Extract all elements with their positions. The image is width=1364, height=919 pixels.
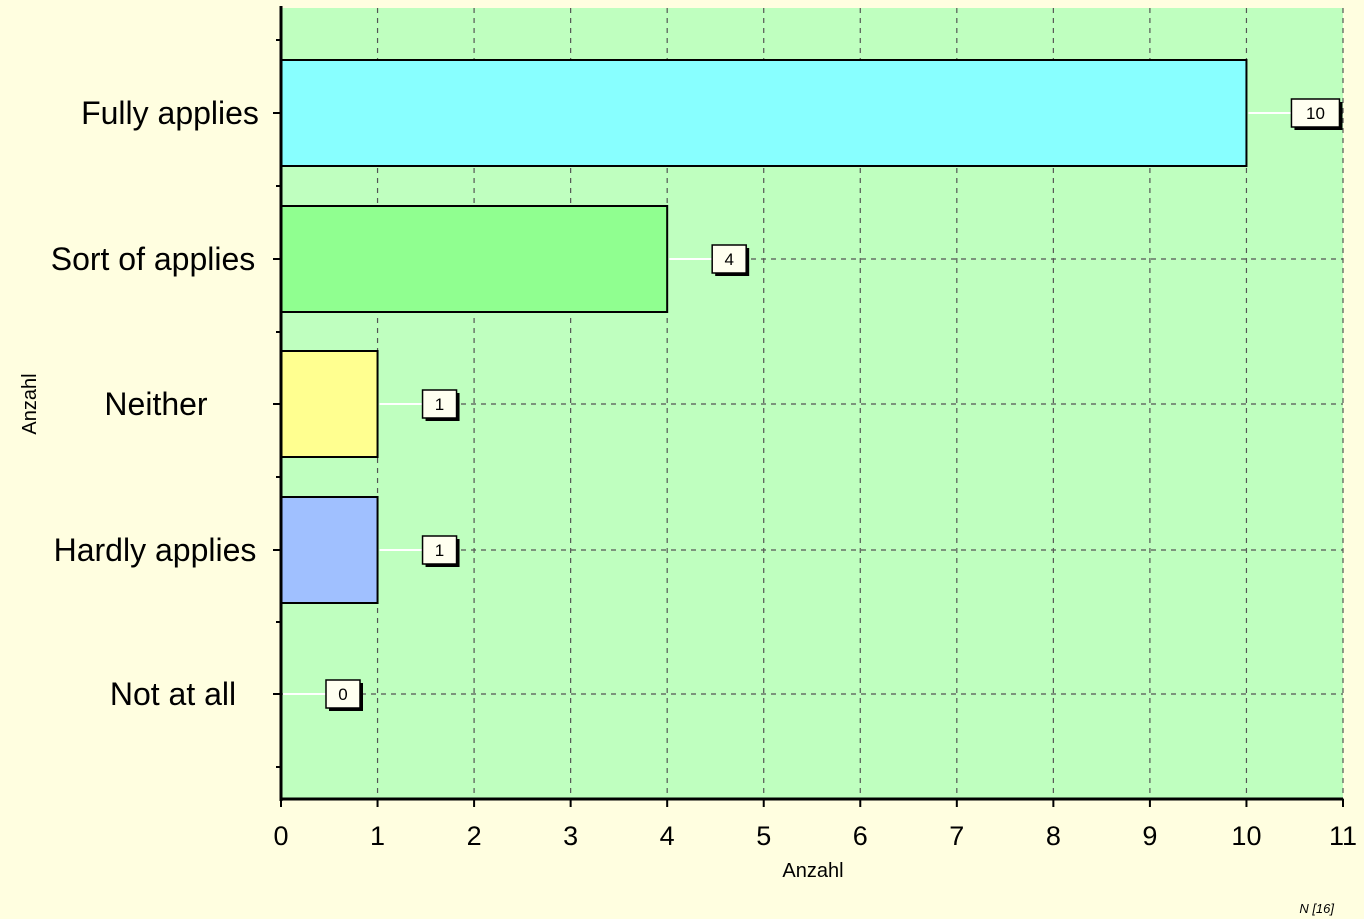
x-tick-label-9: 9	[1142, 821, 1157, 851]
x-tick-label-8: 8	[1046, 821, 1061, 851]
data-label-1: 4	[724, 250, 733, 269]
x-tick-label-6: 6	[853, 821, 868, 851]
x-tick-label-10: 10	[1231, 821, 1261, 851]
x-tick-label-7: 7	[949, 821, 964, 851]
bars	[280, 59, 1248, 604]
x-tick-label-0: 0	[273, 821, 288, 851]
data-label-3: 1	[435, 541, 444, 560]
x-tick-label-3: 3	[563, 821, 578, 851]
y-axis-title: Anzahl	[19, 373, 41, 434]
bar-0	[280, 59, 1248, 167]
data-label-box-1	[711, 244, 747, 274]
category-label-2: Neither	[104, 386, 208, 422]
data-label-box-4	[325, 679, 361, 709]
x-tick-label-2: 2	[467, 821, 482, 851]
x-tick-label-4: 4	[660, 821, 675, 851]
bar-3	[280, 496, 379, 604]
data-label-box-3	[421, 535, 458, 565]
data-label-4: 0	[338, 685, 347, 704]
category-label-1: Sort of applies	[51, 241, 256, 277]
bar-1	[280, 205, 669, 313]
bar-2	[280, 350, 379, 458]
data-label-box-2	[421, 389, 458, 419]
category-label-3: Hardly applies	[54, 532, 257, 568]
x-tick-label-1: 1	[370, 821, 385, 851]
axes	[273, 6, 1344, 807]
x-tick-label-11: 11	[1329, 821, 1357, 851]
data-label-0: 10	[1306, 104, 1325, 123]
sample-size-note: N [16]	[1299, 901, 1334, 916]
data-label-box-0	[1290, 98, 1341, 128]
data-label-2: 1	[435, 395, 444, 414]
category-label-4: Not at all	[110, 676, 236, 712]
category-label-0: Fully applies	[81, 95, 259, 131]
x-tick-label-5: 5	[756, 821, 771, 851]
x-axis-title: Anzahl	[782, 860, 843, 882]
